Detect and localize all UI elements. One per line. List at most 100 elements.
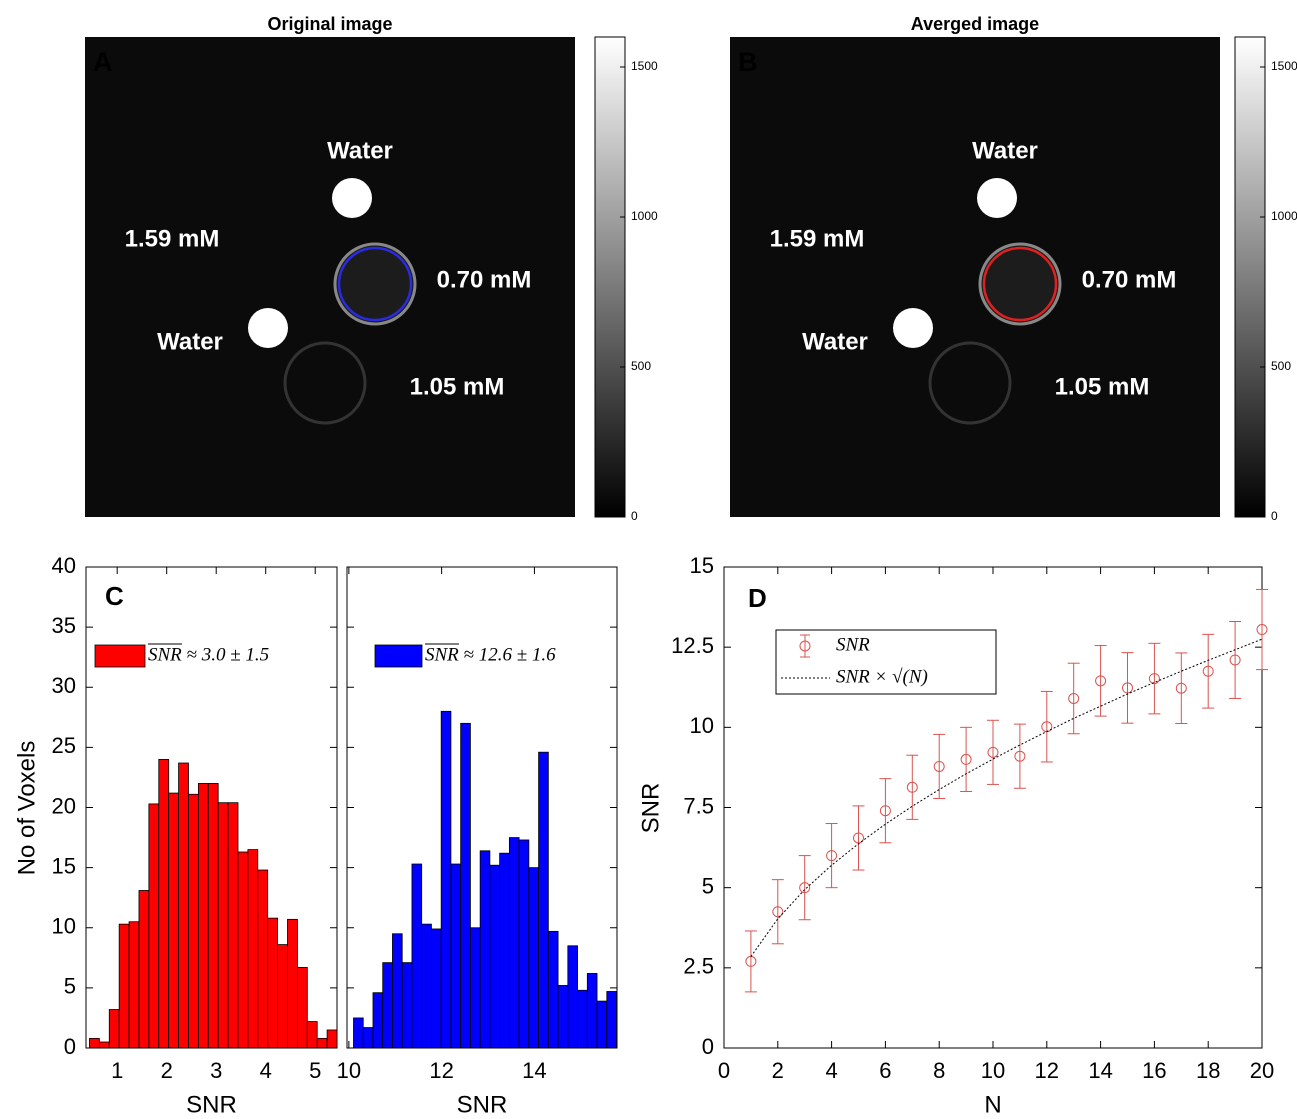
bar <box>267 917 278 1049</box>
bar <box>547 930 559 1049</box>
x-tick-label: 10 <box>981 1058 1005 1083</box>
error-point <box>1148 642 1161 715</box>
roi <box>982 246 1058 322</box>
error-point <box>1202 633 1215 709</box>
marker <box>879 805 891 817</box>
error-point <box>1121 652 1134 724</box>
y-tick-label: 0 <box>702 1034 714 1059</box>
x-tick-label: 0 <box>718 1058 730 1083</box>
bar <box>557 985 569 1049</box>
x-tick-label: 2 <box>772 1058 784 1083</box>
panel-label: B <box>738 47 758 77</box>
bar <box>326 1029 338 1049</box>
colorbar <box>594 36 626 518</box>
marker <box>853 832 864 844</box>
colorbar-tick-label: 1000 <box>631 209 658 223</box>
bar <box>508 837 520 1049</box>
axes-box <box>723 566 1263 1049</box>
annotation: 1.05 mM <box>1055 373 1150 400</box>
error-point <box>906 754 919 820</box>
bar <box>567 945 578 1049</box>
marker <box>1229 654 1241 666</box>
marker <box>1122 682 1133 694</box>
x-tick-label: 14 <box>522 1058 546 1083</box>
x-tick-label: 8 <box>933 1058 945 1083</box>
x-axis-label: SNR <box>457 1091 508 1118</box>
bar <box>489 864 501 1049</box>
y-tick-label: 25 <box>52 733 76 758</box>
bar <box>577 989 588 1049</box>
bar <box>227 802 239 1049</box>
bar <box>353 1017 364 1049</box>
colorbar-tick-label: 0 <box>1271 509 1278 523</box>
fit-line <box>750 638 1263 957</box>
x-tick-label: 2 <box>161 1058 173 1083</box>
phantom <box>977 178 1017 218</box>
annotation: 1.59 mM <box>125 225 220 252</box>
marker <box>1014 750 1026 762</box>
legend-box <box>775 629 997 695</box>
x-tick-label: 1 <box>111 1058 123 1083</box>
x-tick-label: 4 <box>260 1058 272 1083</box>
x-tick-label: 3 <box>210 1058 222 1083</box>
x-tick-label: 12 <box>429 1058 453 1083</box>
bar <box>586 973 598 1049</box>
annotation: Water <box>802 328 868 355</box>
roi <box>337 246 413 322</box>
x-tick-label: 20 <box>1250 1058 1274 1083</box>
bar <box>392 933 403 1049</box>
colorbar-tick-label: 1500 <box>1271 59 1297 73</box>
bar <box>168 792 179 1049</box>
y-tick-label: 5 <box>64 974 76 999</box>
annotation: Water <box>327 137 393 164</box>
y-tick-label: 5 <box>702 873 714 898</box>
bar <box>188 793 199 1049</box>
bar <box>401 962 413 1049</box>
colorbar-tick-label: 500 <box>631 359 651 373</box>
colorbar-tick-label: 0 <box>631 509 638 523</box>
bar <box>138 890 150 1049</box>
bar <box>470 927 481 1049</box>
y-tick-label: 10 <box>52 914 76 939</box>
bar <box>287 918 298 1049</box>
x-tick-label: 18 <box>1196 1058 1220 1083</box>
panel-label: C <box>105 581 124 611</box>
image <box>730 37 1220 517</box>
bar <box>89 1037 100 1049</box>
y-tick-label: 7.5 <box>683 793 714 818</box>
x-tick-label: 14 <box>1088 1058 1112 1083</box>
marker <box>772 906 784 918</box>
bar <box>382 962 393 1049</box>
y-tick-label: 12.5 <box>671 633 714 658</box>
panel-label: D <box>748 583 767 613</box>
colorbar-tick-label: 1500 <box>631 59 658 73</box>
legend-symbol <box>799 640 811 652</box>
bar <box>518 839 530 1049</box>
y-tick-label: 2.5 <box>683 954 714 979</box>
image-title: Averged image <box>911 14 1039 34</box>
x-tick-label: 5 <box>309 1058 321 1083</box>
annotation: Water <box>157 328 223 355</box>
error-point <box>987 719 999 785</box>
error-point <box>825 823 838 889</box>
marker <box>906 781 918 793</box>
bar <box>277 944 288 1049</box>
legend-swatch <box>374 644 423 668</box>
bar <box>237 851 249 1049</box>
panel-label: A <box>93 47 113 77</box>
phantom <box>332 178 372 218</box>
marker <box>1095 675 1107 687</box>
x-tick-label: 6 <box>879 1058 891 1083</box>
annotation: 0.70 mM <box>1082 266 1177 293</box>
bar <box>479 850 491 1049</box>
bar <box>372 992 384 1049</box>
bar <box>316 1037 328 1049</box>
colorbar-tick-label: 500 <box>1271 359 1291 373</box>
annotation: Water <box>972 137 1038 164</box>
image <box>85 37 575 517</box>
annotation: 1.05 mM <box>410 373 505 400</box>
bar <box>411 863 423 1049</box>
y-tick-label: 20 <box>52 793 76 818</box>
error-point <box>879 778 892 844</box>
error-point <box>798 855 811 921</box>
